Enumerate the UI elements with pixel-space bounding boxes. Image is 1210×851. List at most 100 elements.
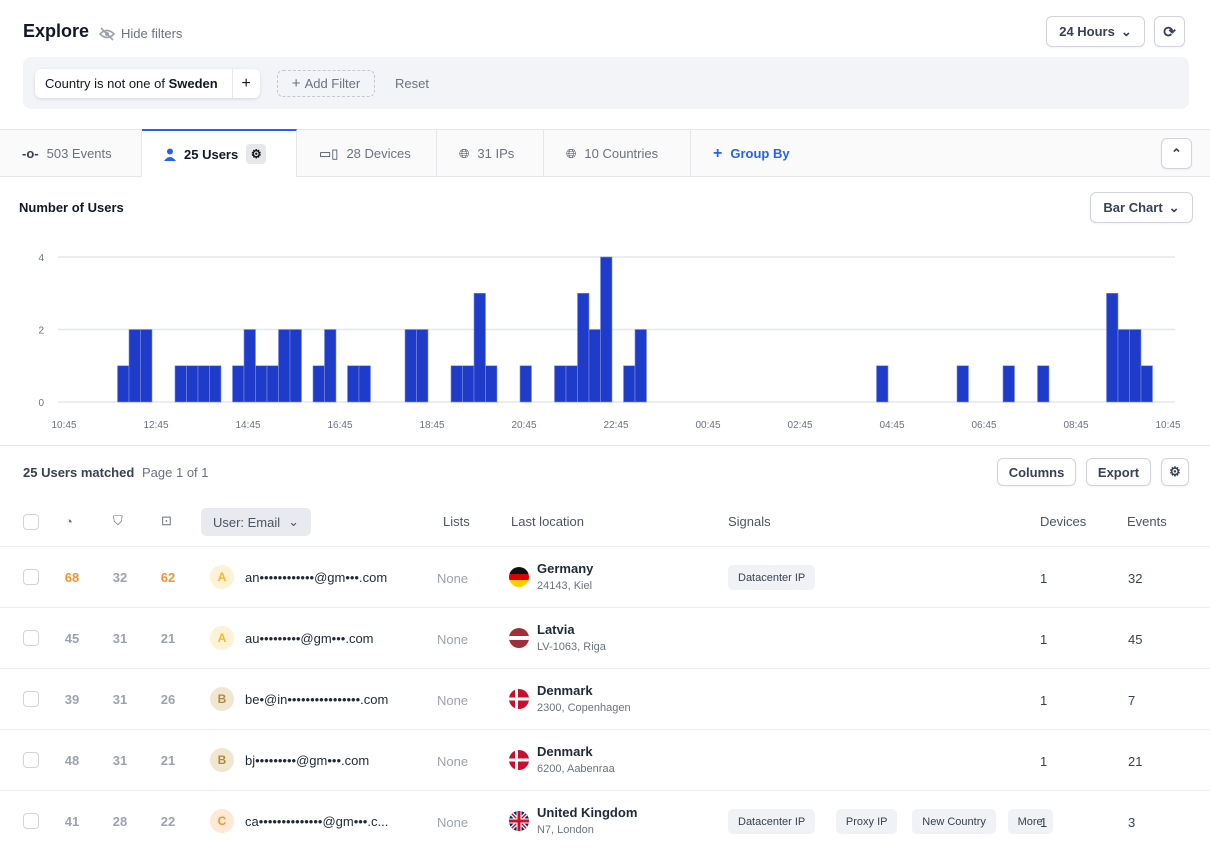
row-checkbox[interactable] — [23, 691, 39, 707]
collapse-button[interactable]: ⌃ — [1161, 138, 1192, 169]
signal-tag[interactable]: New Country — [912, 809, 996, 834]
x-tick-label: 00:45 — [695, 420, 720, 431]
row-checkbox[interactable] — [23, 813, 39, 829]
tab-countries[interactable]: 🌐︎ 10 Countries — [544, 130, 691, 177]
bar — [876, 365, 889, 403]
user-email[interactable]: an••••••••••••@gm•••.com — [245, 570, 388, 585]
tab-bar: -o- 503 Events 25 Users ⚙ ▭▯ 28 Devices 🌐︎ 3… — [0, 129, 1210, 177]
user-email[interactable]: bj•••••••••@gm•••.com — [245, 753, 370, 768]
add-filter-label: Add Filter — [304, 76, 361, 91]
user-email[interactable]: au•••••••••@gm•••.com — [245, 631, 374, 646]
tab-ips[interactable]: 🌐︎ 31 IPs — [437, 130, 544, 177]
trust-score: 28 — [112, 814, 128, 829]
chevron-down-icon: ⌄ — [288, 514, 300, 529]
table-row[interactable]: 39 31 26 B be•@in••••••••••••••••.com No… — [0, 668, 1210, 729]
y-tick-label: 2 — [38, 326, 44, 337]
email-column-select[interactable]: User: Email ⌄ — [201, 508, 311, 536]
divider — [0, 445, 1210, 446]
city: 2300, Copenhagen — [537, 702, 631, 714]
flag-icon — [509, 689, 529, 709]
lists-value: None — [437, 632, 469, 647]
filter-chip[interactable]: Country is not one of Sweden + — [35, 69, 260, 98]
tab-events[interactable]: -o- 503 Events — [0, 130, 142, 177]
hide-filters-button[interactable]: Hide filters — [99, 26, 182, 41]
events-count: 45 — [1128, 632, 1143, 647]
city: LV-1063, Riga — [537, 641, 606, 653]
bot-icon: ⊡ — [161, 513, 172, 528]
select-all-checkbox[interactable] — [23, 514, 39, 530]
avatar: B — [210, 748, 234, 772]
flag-icon — [509, 750, 529, 770]
tab-devices[interactable]: ▭▯ 28 Devices — [297, 130, 437, 177]
refresh-button[interactable]: ⟳ — [1154, 16, 1185, 47]
hide-filters-label: Hide filters — [121, 26, 183, 41]
group-by-button[interactable]: + Group By — [713, 144, 790, 162]
user-icon — [164, 148, 176, 161]
bar — [519, 365, 532, 403]
bar — [266, 365, 279, 403]
refresh-icon: ⟳ — [1163, 23, 1176, 41]
bar — [404, 329, 417, 403]
plus-icon: + — [713, 144, 723, 162]
location-header: Last location — [511, 514, 584, 529]
matched-count: 25 Users matched — [23, 465, 135, 480]
city: 24143, Kiel — [537, 580, 593, 592]
bar — [1129, 329, 1142, 403]
time-range-select[interactable]: 24 Hours ⌄ — [1046, 16, 1145, 47]
table-row[interactable]: 68 32 62 A an••••••••••••@gm•••.com None… — [0, 546, 1210, 607]
flag-icon — [509, 567, 529, 587]
trust-score: 31 — [112, 692, 128, 707]
x-tick-label: 20:45 — [511, 420, 536, 431]
event-icon: -o- — [22, 146, 39, 161]
row-checkbox[interactable] — [23, 569, 39, 585]
table-row[interactable]: 45 31 21 A au•••••••••@gm•••.com None La… — [0, 607, 1210, 668]
risk-score: 68 — [64, 570, 80, 585]
chart-type-select[interactable]: Bar Chart ⌄ — [1090, 192, 1193, 223]
trust-score: 32 — [112, 570, 128, 585]
row-checkbox[interactable] — [23, 752, 39, 768]
lists-value: None — [437, 754, 469, 769]
country: Germany — [537, 561, 594, 576]
table-row[interactable]: 48 31 21 B bj•••••••••@gm•••.com None De… — [0, 729, 1210, 790]
columns-button[interactable]: Columns — [997, 458, 1076, 486]
bar — [956, 365, 969, 403]
filter-chip-text: Country is not one of Sweden — [45, 76, 218, 91]
user-email[interactable]: be•@in••••••••••••••••.com — [245, 692, 389, 707]
add-filter-button[interactable]: + Add Filter — [277, 70, 375, 97]
bar — [347, 365, 360, 403]
signal-tag[interactable]: More — [1007, 809, 1053, 834]
page-indicator: Page 1 of 1 — [142, 465, 209, 480]
signal-tag[interactable]: Datacenter IP — [728, 809, 816, 834]
tab-settings-button[interactable]: ⚙ — [246, 144, 267, 164]
bot-score: 21 — [160, 631, 176, 646]
table-settings-button[interactable]: ⚙ — [1161, 458, 1189, 486]
bar — [278, 329, 291, 403]
signal-tag[interactable]: Proxy IP — [835, 809, 898, 834]
city: 6200, Aabenraa — [537, 763, 615, 775]
row-checkbox[interactable] — [23, 630, 39, 646]
chevron-down-icon: ⌄ — [1120, 23, 1132, 39]
export-button[interactable]: Export — [1086, 458, 1151, 486]
table-row[interactable]: 41 28 22 C ca••••••••••••••@gm•••.c... N… — [0, 790, 1210, 851]
eye-off-icon — [99, 26, 115, 41]
user-email[interactable]: ca••••••••••••••@gm•••.c... — [245, 814, 389, 829]
reset-button[interactable]: Reset — [395, 76, 429, 91]
bar — [554, 365, 567, 403]
signal-tag[interactable]: Datacenter IP — [728, 565, 816, 590]
events-count: 7 — [1128, 693, 1136, 708]
x-tick-label: 22:45 — [603, 420, 628, 431]
bot-score: 26 — [160, 692, 176, 707]
trust-score: 31 — [112, 631, 128, 646]
x-tick-label: 12:45 — [143, 420, 168, 431]
bar — [588, 329, 601, 403]
bar — [1106, 292, 1119, 403]
bar — [128, 329, 141, 403]
tab-users[interactable]: 25 Users ⚙ — [142, 129, 297, 177]
devices-count: 1 — [1040, 815, 1048, 830]
bar — [140, 329, 153, 403]
chart-title: Number of Users — [19, 200, 124, 215]
filter-add-value-button[interactable]: + — [231, 69, 260, 98]
bar — [600, 256, 613, 403]
city: N7, London — [537, 824, 594, 836]
x-tick-label: 16:45 — [327, 420, 352, 431]
